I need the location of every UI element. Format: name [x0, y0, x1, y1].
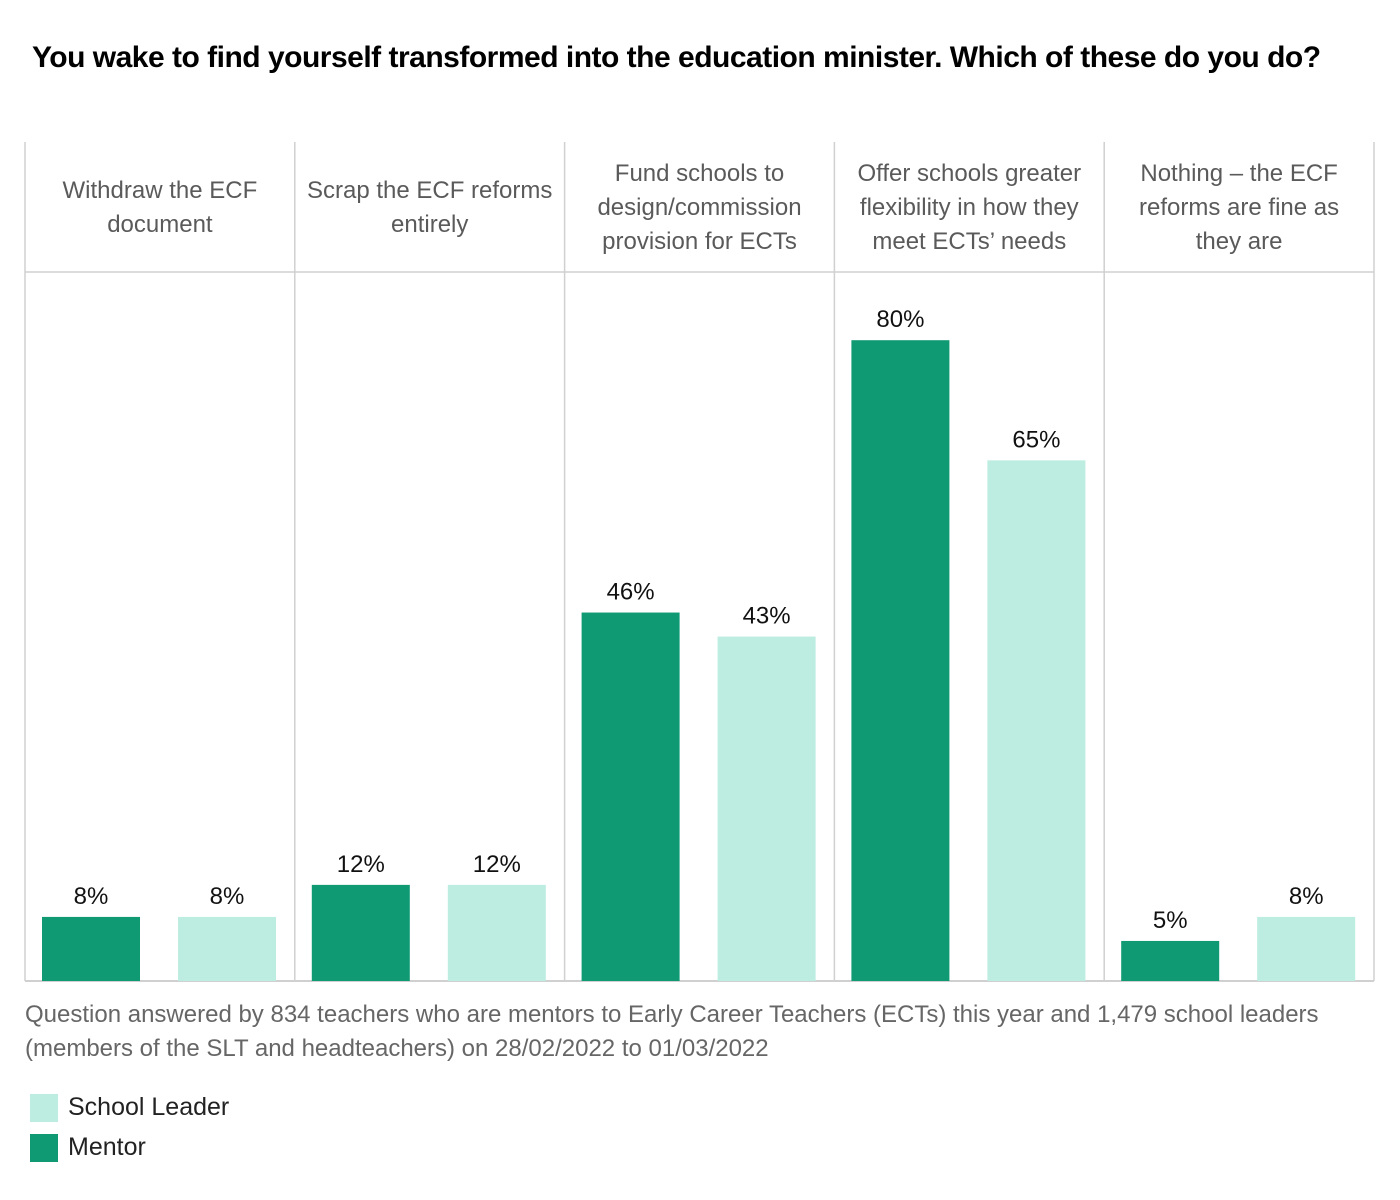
- category-label: entirely: [391, 211, 468, 238]
- bar-mentor: [581, 612, 680, 981]
- data-label: 8%: [74, 883, 109, 910]
- chart-title: You wake to find yourself transformed in…: [32, 41, 1321, 74]
- category-label: they are: [1196, 228, 1283, 255]
- category-label: Nothing – the ECF: [1140, 160, 1337, 187]
- data-label: 65%: [1012, 426, 1060, 453]
- legend-item-mentor: Mentor: [30, 1133, 146, 1162]
- bar-school-leader: [987, 460, 1086, 982]
- data-label: 8%: [210, 883, 245, 910]
- category-label: document: [107, 211, 213, 238]
- category-label: Fund schools to: [615, 160, 784, 187]
- bar-mentor: [851, 340, 950, 981]
- data-label: 5%: [1153, 907, 1188, 934]
- bar-school-leader: [1257, 916, 1356, 981]
- category-label: design/commission: [597, 194, 801, 221]
- bar-chart: Withdraw the ECF document 8% 8% Scrap the EC…: [24, 142, 1375, 982]
- bar-mentor: [42, 916, 140, 981]
- chart-note: Question answered by 834 teachers who ar…: [25, 1001, 1319, 1062]
- category-label: meet ECTs’ needs: [872, 228, 1066, 255]
- bar-school-leader: [447, 884, 546, 981]
- data-label: 46%: [607, 579, 655, 606]
- category-label: Offer schools greater: [857, 160, 1081, 187]
- data-label: 43%: [743, 603, 791, 630]
- data-label: 8%: [1289, 883, 1324, 910]
- legend-swatch: [30, 1133, 58, 1162]
- legend-label: Mentor: [68, 1133, 146, 1161]
- bar-school-leader: [178, 916, 276, 981]
- bar-mentor: [1121, 940, 1220, 981]
- legend-label: School Leader: [68, 1093, 230, 1121]
- category-label: reforms are fine as: [1139, 194, 1339, 221]
- category-label: Scrap the ECF reforms: [307, 177, 552, 204]
- data-label: 80%: [876, 306, 924, 333]
- legend-item-school-leader: School Leader: [30, 1093, 229, 1122]
- legend-swatch: [30, 1093, 58, 1122]
- data-label: 12%: [473, 851, 521, 878]
- bar-school-leader: [717, 636, 816, 981]
- data-label: 12%: [337, 851, 385, 878]
- category-label: provision for ECTs: [602, 228, 797, 255]
- category-label: flexibility in how they: [860, 194, 1079, 221]
- category-label: Withdraw the ECF: [63, 177, 258, 204]
- bar-mentor: [311, 884, 410, 981]
